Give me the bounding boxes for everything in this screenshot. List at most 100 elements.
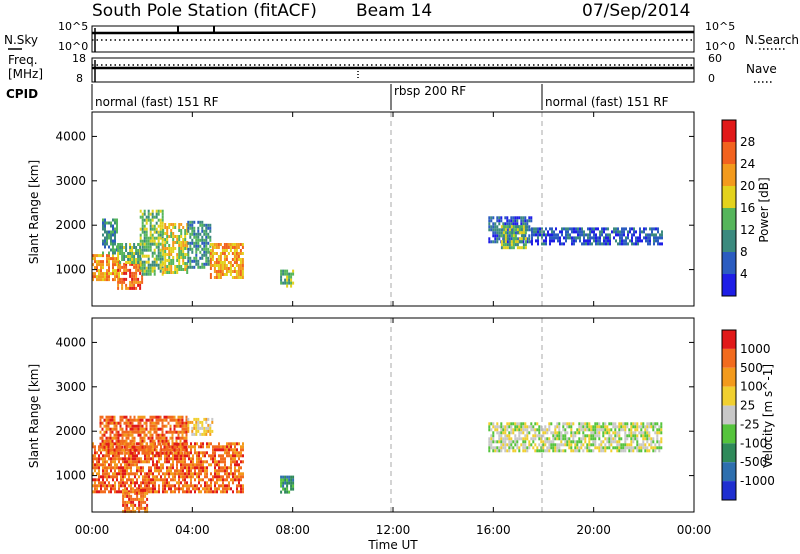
scatter-cell bbox=[168, 469, 170, 473]
scatter-cell bbox=[602, 434, 605, 438]
scatter-cell bbox=[149, 439, 152, 443]
scatter-cell bbox=[492, 228, 495, 232]
scatter-cell bbox=[203, 241, 206, 245]
scatter-cell bbox=[119, 249, 122, 252]
scatter-cell bbox=[101, 415, 104, 419]
scatter-cell bbox=[104, 278, 106, 282]
colorbar-tick-label: -100 bbox=[740, 436, 767, 450]
scatter-cell bbox=[157, 245, 160, 249]
scatter-cell bbox=[131, 286, 134, 290]
scatter-cell bbox=[646, 449, 649, 453]
scatter-cell bbox=[498, 434, 501, 438]
scatter-cell bbox=[232, 460, 234, 464]
scatter-cell bbox=[498, 228, 501, 232]
scatter-cell bbox=[142, 500, 145, 504]
scatter-cell bbox=[207, 223, 210, 227]
scatter-cell bbox=[574, 440, 577, 444]
scatter-cell bbox=[564, 434, 567, 438]
scatter-cell bbox=[151, 448, 154, 452]
scatter-cell bbox=[526, 449, 529, 453]
scatter-cell bbox=[96, 463, 98, 467]
scatter-cell bbox=[616, 434, 619, 438]
scatter-cell bbox=[160, 463, 162, 467]
scatter-cell bbox=[625, 242, 627, 246]
scatter-cell bbox=[104, 463, 106, 467]
colorbar-swatch bbox=[722, 230, 736, 252]
scatter-cell bbox=[512, 440, 515, 444]
scatter-cell bbox=[205, 238, 208, 242]
scatter-cell bbox=[238, 475, 240, 479]
scatter-cell bbox=[144, 472, 146, 476]
scatter-cell bbox=[226, 472, 228, 476]
scatter-cell bbox=[111, 430, 114, 434]
scatter-cell bbox=[200, 442, 202, 446]
scatter-cell bbox=[548, 437, 551, 441]
scatter-cell bbox=[111, 421, 114, 425]
scatter-cell bbox=[134, 484, 136, 488]
nave-tick-bottom: 0 bbox=[708, 72, 715, 85]
scatter-cell bbox=[131, 283, 134, 287]
scatter-cell bbox=[116, 451, 118, 455]
scatter-cell bbox=[554, 449, 557, 453]
scatter-cell bbox=[111, 436, 114, 440]
scatter-cell bbox=[548, 443, 551, 447]
scatter-cell bbox=[161, 257, 164, 261]
scatter-cell bbox=[551, 236, 553, 240]
scatter-cell bbox=[516, 219, 519, 223]
scatter-cell bbox=[126, 448, 128, 452]
scatter-cell bbox=[530, 437, 533, 441]
scatter-cell bbox=[102, 275, 104, 279]
scatter-cell bbox=[599, 239, 601, 243]
colorbar-tick-label: 25 bbox=[740, 399, 755, 413]
scatter-cell bbox=[650, 446, 653, 450]
scatter-cell bbox=[166, 229, 169, 232]
scatter-cell bbox=[222, 466, 224, 470]
scatter-cell bbox=[149, 421, 152, 425]
scatter-cell bbox=[141, 451, 144, 455]
scatter-cell bbox=[227, 243, 230, 246]
scatter-cell bbox=[580, 440, 583, 444]
scatter-cell bbox=[166, 481, 168, 485]
scatter-cell bbox=[531, 230, 533, 234]
scatter-cell bbox=[518, 246, 521, 250]
scatter-cell bbox=[284, 487, 287, 491]
scatter-cell bbox=[141, 221, 144, 225]
scatter-cell bbox=[153, 427, 156, 431]
scatter-cell bbox=[162, 244, 165, 247]
scatter-cell bbox=[151, 233, 154, 237]
scatter-cell bbox=[639, 227, 641, 231]
scatter-cell bbox=[549, 239, 551, 243]
scatter-cell bbox=[166, 271, 169, 274]
scatter-cell bbox=[504, 437, 507, 441]
scatter-cell bbox=[98, 490, 100, 494]
scatter-cell bbox=[561, 230, 563, 234]
scatter-cell bbox=[224, 463, 226, 467]
scatter-cell bbox=[595, 236, 597, 240]
scatter-cell bbox=[92, 490, 94, 494]
scatter-cell bbox=[112, 251, 114, 255]
scatter-cell bbox=[602, 440, 605, 444]
scatter-cell bbox=[182, 259, 185, 262]
scatter-cell bbox=[136, 457, 138, 461]
scatter-cell bbox=[187, 226, 190, 230]
scatter-cell bbox=[175, 424, 178, 428]
scatter-cell bbox=[240, 448, 242, 452]
scatter-cell bbox=[168, 457, 170, 461]
scatter-cell bbox=[535, 239, 537, 243]
scatter-cell bbox=[506, 434, 509, 438]
scatter-cell bbox=[185, 433, 188, 437]
scatter-cell bbox=[658, 443, 661, 447]
scatter-cell bbox=[108, 254, 110, 258]
scatter-cell bbox=[201, 423, 204, 427]
scatter-cell bbox=[658, 431, 661, 435]
scatter-cell bbox=[637, 239, 639, 243]
scatter-cell bbox=[570, 425, 573, 429]
scatter-cell bbox=[512, 243, 515, 247]
scatter-cell bbox=[547, 230, 549, 234]
scatter-cell bbox=[558, 443, 561, 447]
scatter-cell bbox=[239, 243, 242, 246]
scatter-cell bbox=[217, 276, 220, 279]
scatter-cell bbox=[191, 259, 194, 263]
scatter-cell bbox=[518, 431, 521, 435]
scatter-cell bbox=[134, 472, 136, 476]
